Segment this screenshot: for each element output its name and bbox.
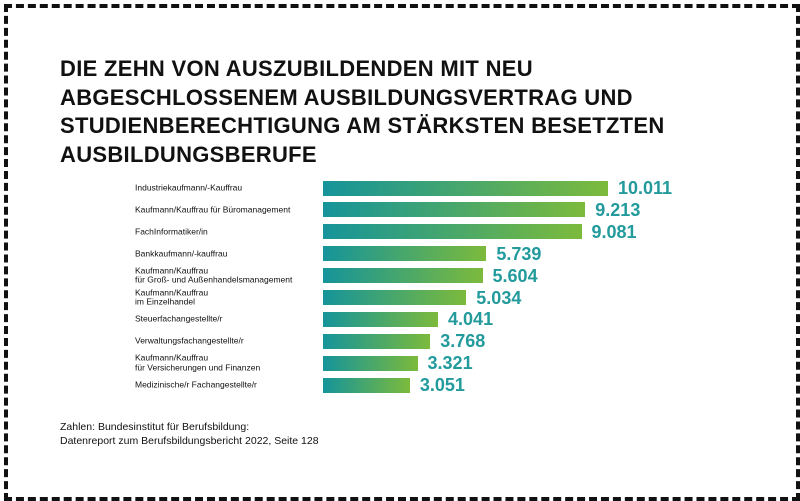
bar [323, 377, 410, 393]
category-label: Industriekaufmann/-Kauffrau [135, 182, 243, 193]
bar [323, 333, 431, 349]
category-label: Kaufmann/Kauffrau im Einzelhandel [135, 287, 209, 307]
category-label: Kaufmann/Kauffrau für Versicherungen und… [135, 352, 261, 373]
value-label: 9.213 [595, 199, 641, 220]
category-label: FachInformatiker/in [135, 226, 208, 237]
value-label: 3.321 [427, 353, 473, 374]
bar [323, 224, 582, 240]
value-label: 4.041 [448, 309, 494, 330]
bar [323, 180, 608, 196]
bar [323, 311, 439, 327]
value-label: 3.768 [440, 331, 486, 352]
category-label: Kaufmann/Kauffrau für Groß- und Außenhan… [135, 265, 293, 285]
bar [323, 202, 586, 218]
category-label: Kaufmann/Kauffrau für Büromanagement [135, 204, 291, 215]
category-label: Verwaltungsfachangestellte/r [135, 335, 244, 346]
value-label: 9.081 [591, 221, 637, 242]
value-label: 5.034 [476, 287, 522, 308]
value-label: 3.051 [419, 375, 465, 396]
value-label: 5.739 [496, 243, 542, 264]
value-label: 10.011 [618, 178, 673, 198]
category-label: Medizinische/r Fachangestellte/r [135, 379, 257, 390]
source-note: Zahlen: Bundesinstitut für Berufsbildung… [60, 421, 319, 447]
bar [323, 246, 487, 262]
bar [323, 290, 467, 305]
value-label: 5.604 [492, 265, 538, 286]
bar [323, 355, 418, 371]
bar [323, 268, 483, 284]
category-label: Bankkaufmann/-kauffrau [135, 247, 228, 258]
chart-title: DIE ZEHN VON AUSZUBILDENDEN MIT NEU ABGE… [60, 56, 665, 167]
category-label: Steuerfachangestellte/r [135, 313, 223, 324]
dashed-frame [4, 4, 800, 501]
